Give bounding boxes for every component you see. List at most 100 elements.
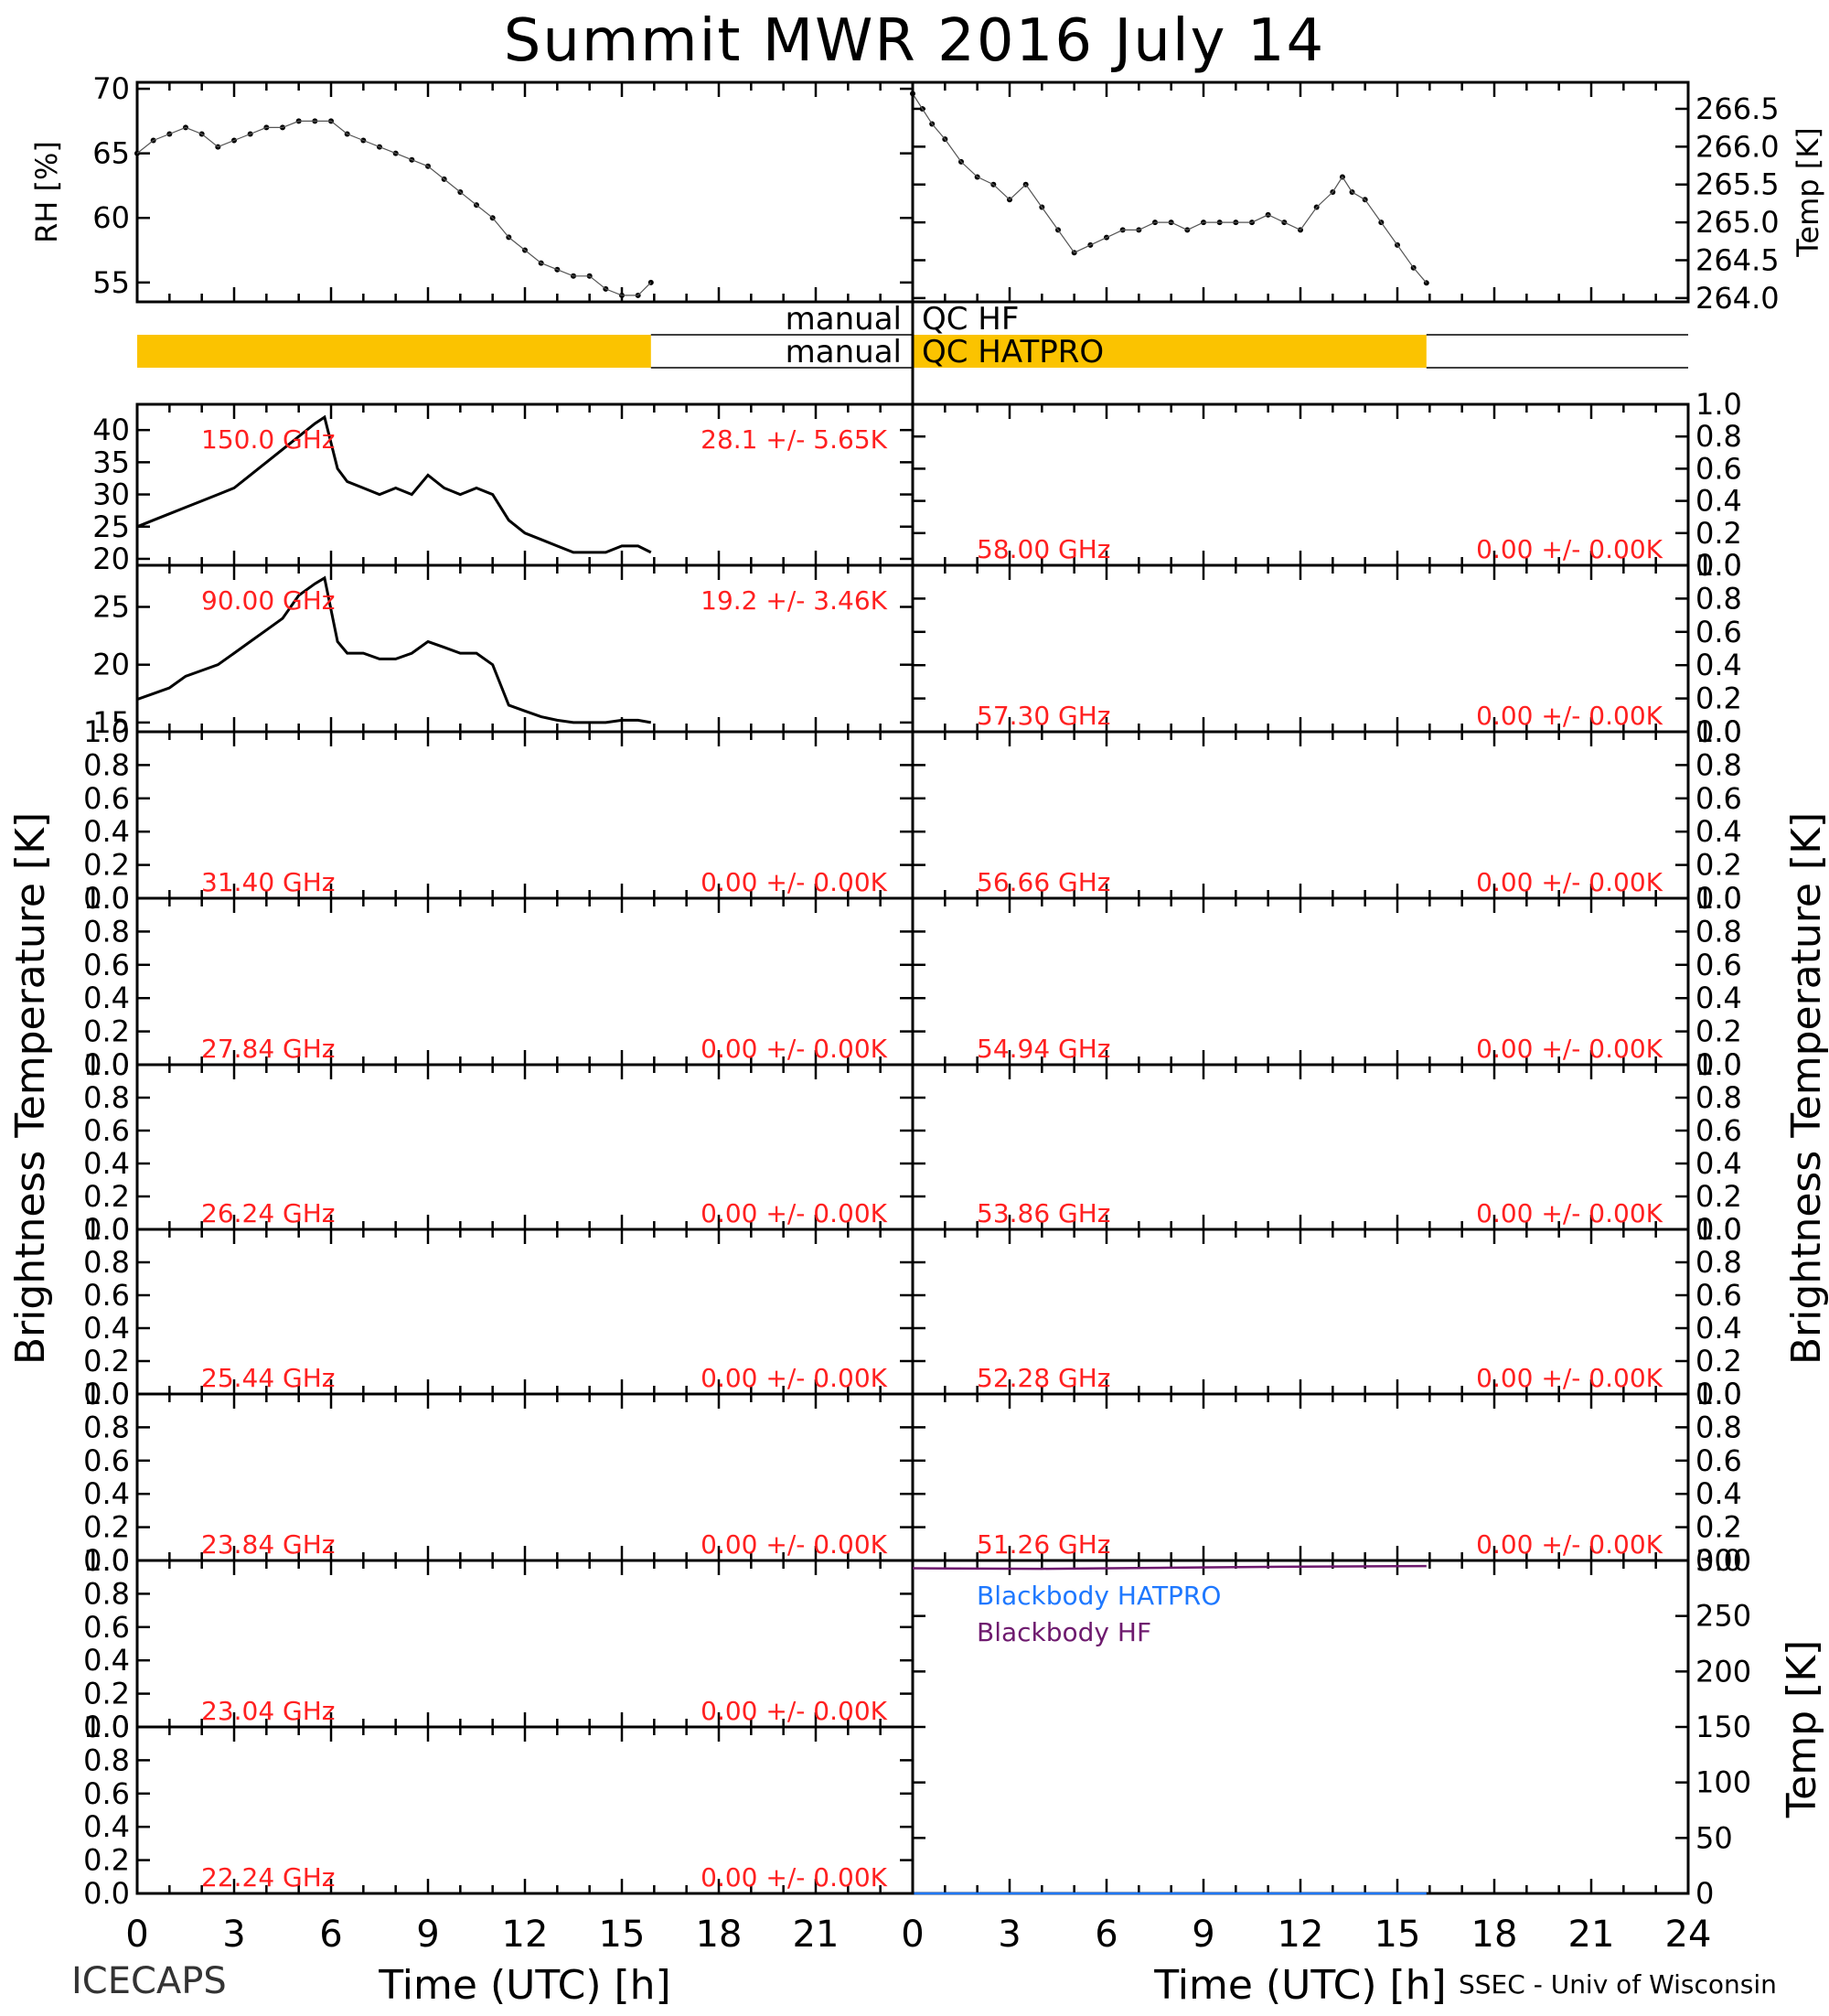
legend-label-hatpro: Blackbody HATPRO — [977, 1581, 1221, 1611]
y-tick-label: 0.8 — [1695, 1080, 1742, 1115]
series-line-1 — [912, 1564, 1427, 1571]
y-tick-label: 0.2 — [83, 1843, 130, 1878]
y-tick-label: 0.6 — [83, 781, 130, 816]
x-tick-label: 15 — [599, 1914, 646, 1956]
frequency-label: 57.30 GHz — [977, 701, 1111, 731]
y-axis-label-temp: Temp [K] — [1791, 127, 1825, 257]
data-trace-temp — [912, 93, 1428, 284]
y-tick-label: 0.4 — [1695, 1146, 1742, 1181]
stat-label: 0.00 +/- 0.00K — [701, 1034, 887, 1064]
y-axis-label-brightness-left: Brightness Temperature [K] — [7, 812, 54, 1365]
x-tick-label: 3 — [998, 1914, 1021, 1956]
y-tick-label: 0.6 — [83, 1113, 130, 1148]
stat-label: 28.1 +/- 5.65K — [701, 424, 887, 455]
y-tick-label: 1.0 — [1695, 387, 1742, 422]
frequency-label: 56.66 GHz — [977, 867, 1111, 897]
y-tick-label: 0.4 — [83, 1643, 130, 1678]
qc-flag-bar-left — [137, 335, 651, 368]
y-tick-label: 0.2 — [1695, 516, 1742, 551]
y-tick-label: 1.0 — [83, 1710, 130, 1744]
y-tick-label: 0.6 — [1695, 948, 1742, 982]
footer-project-label: ICECAPS — [71, 1960, 227, 2002]
y-tick-label: 0.6 — [1695, 1113, 1742, 1148]
data-trace-tb-150 — [136, 414, 652, 554]
frequency-label: 22.24 GHz — [201, 1862, 336, 1893]
y-tick-label: 265.5 — [1695, 167, 1780, 202]
y-tick-label: 0.2 — [83, 1344, 130, 1378]
x-tick-label: 0 — [125, 1914, 148, 1956]
y-tick-label: 0.4 — [1695, 981, 1742, 1015]
y-tick-label: 0.2 — [1695, 848, 1742, 883]
y-tick-label: 70 — [92, 71, 130, 106]
y-tick-label: 0.0 — [1695, 1212, 1742, 1247]
y-tick-label: 0.0 — [1695, 881, 1742, 916]
y-tick-label: 266.0 — [1695, 129, 1780, 164]
frequency-label: 53.86 GHz — [977, 1198, 1111, 1228]
y-tick-label: 100 — [1695, 1765, 1751, 1800]
y-tick-label: 0.8 — [83, 1080, 130, 1115]
y-tick-label: 0.0 — [83, 1876, 130, 1911]
y-tick-label: 1.0 — [83, 881, 130, 916]
y-tick-label: 0.2 — [1695, 1179, 1742, 1214]
y-tick-label: 0.0 — [1695, 1377, 1742, 1411]
y-tick-label: 0.4 — [83, 1476, 130, 1511]
footer-credit-label: SSEC - Univ of Wisconsin — [1459, 1969, 1777, 2000]
y-tick-label: 0.4 — [83, 814, 130, 849]
y-tick-label: 0.2 — [1695, 1510, 1742, 1545]
x-axis-label-left: Time (UTC) [h] — [378, 1962, 670, 2009]
y-tick-label: 300 — [1695, 1543, 1751, 1578]
y-tick-label: 0.6 — [1695, 1443, 1742, 1478]
x-tick-label: 15 — [1374, 1914, 1421, 1956]
x-tick-label: 21 — [1568, 1914, 1615, 1956]
y-tick-label: 0.8 — [83, 1743, 130, 1777]
y-tick-label: 1.0 — [1695, 881, 1742, 916]
frequency-label: 58.00 GHz — [977, 534, 1111, 564]
x-tick-label: 24 — [1665, 1914, 1712, 1956]
legend-label-hf: Blackbody HF — [977, 1617, 1151, 1647]
y-tick-label: 1.0 — [1695, 1212, 1742, 1247]
frequency-label: 31.40 GHz — [201, 867, 336, 897]
y-tick-label: 0.4 — [83, 1146, 130, 1181]
qc-hf-label: QC HF — [922, 301, 1019, 338]
y-tick-label: 265.0 — [1695, 205, 1780, 240]
frequency-label: 27.84 GHz — [201, 1034, 336, 1064]
y-tick-label: 1.0 — [1695, 1047, 1742, 1082]
y-tick-label: 0.0 — [1695, 548, 1742, 583]
y-tick-label: 0.0 — [1695, 1047, 1742, 1082]
qc-hatpro-manual-label: manual — [786, 334, 902, 370]
y-tick-label: 1.0 — [83, 1047, 130, 1082]
chart-title: Summit MWR 2016 July 14 — [503, 7, 1326, 75]
y-tick-label: 264.0 — [1695, 281, 1780, 316]
stat-label: 19.2 +/- 3.46K — [701, 585, 887, 616]
y-tick-label: 266.5 — [1695, 91, 1780, 126]
y-tick-label: 0.0 — [83, 1543, 130, 1578]
data-trace-rh — [136, 120, 652, 296]
data-trace-tb-90 — [136, 575, 652, 724]
y-tick-label: 60 — [92, 200, 130, 235]
y-tick-label: 0.4 — [1695, 648, 1742, 682]
y-tick-label: 0.8 — [83, 747, 130, 782]
y-tick-label: 1.0 — [83, 1543, 130, 1578]
y-tick-label: 1.0 — [1695, 548, 1742, 583]
frequency-label: 25.44 GHz — [201, 1363, 336, 1393]
qc-hatpro-label: QC HATPRO — [922, 334, 1104, 370]
y-tick-label: 50 — [1695, 1820, 1733, 1855]
frequency-label: 90.00 GHz — [201, 585, 336, 616]
y-tick-label: 1.0 — [83, 1377, 130, 1411]
y-tick-label: 0.6 — [1695, 781, 1742, 816]
x-tick-label: 3 — [222, 1914, 245, 1956]
y-tick-label: 0.0 — [83, 1212, 130, 1247]
y-tick-label: 35 — [92, 445, 130, 479]
x-tick-label: 12 — [502, 1914, 549, 1956]
y-tick-label: 55 — [92, 265, 130, 300]
y-tick-label: 0.6 — [1695, 1278, 1742, 1313]
x-tick-label: 6 — [1095, 1914, 1118, 1956]
y-tick-label: 0.4 — [1695, 814, 1742, 849]
y-tick-label: 0.6 — [1695, 451, 1742, 486]
y-tick-label: 1.0 — [83, 1212, 130, 1247]
frequency-label: 23.84 GHz — [201, 1529, 336, 1560]
stat-label: 0.00 +/- 0.00K — [701, 1862, 887, 1893]
y-tick-label: 0.8 — [1695, 1245, 1742, 1280]
y-tick-label: 150 — [1695, 1710, 1751, 1744]
